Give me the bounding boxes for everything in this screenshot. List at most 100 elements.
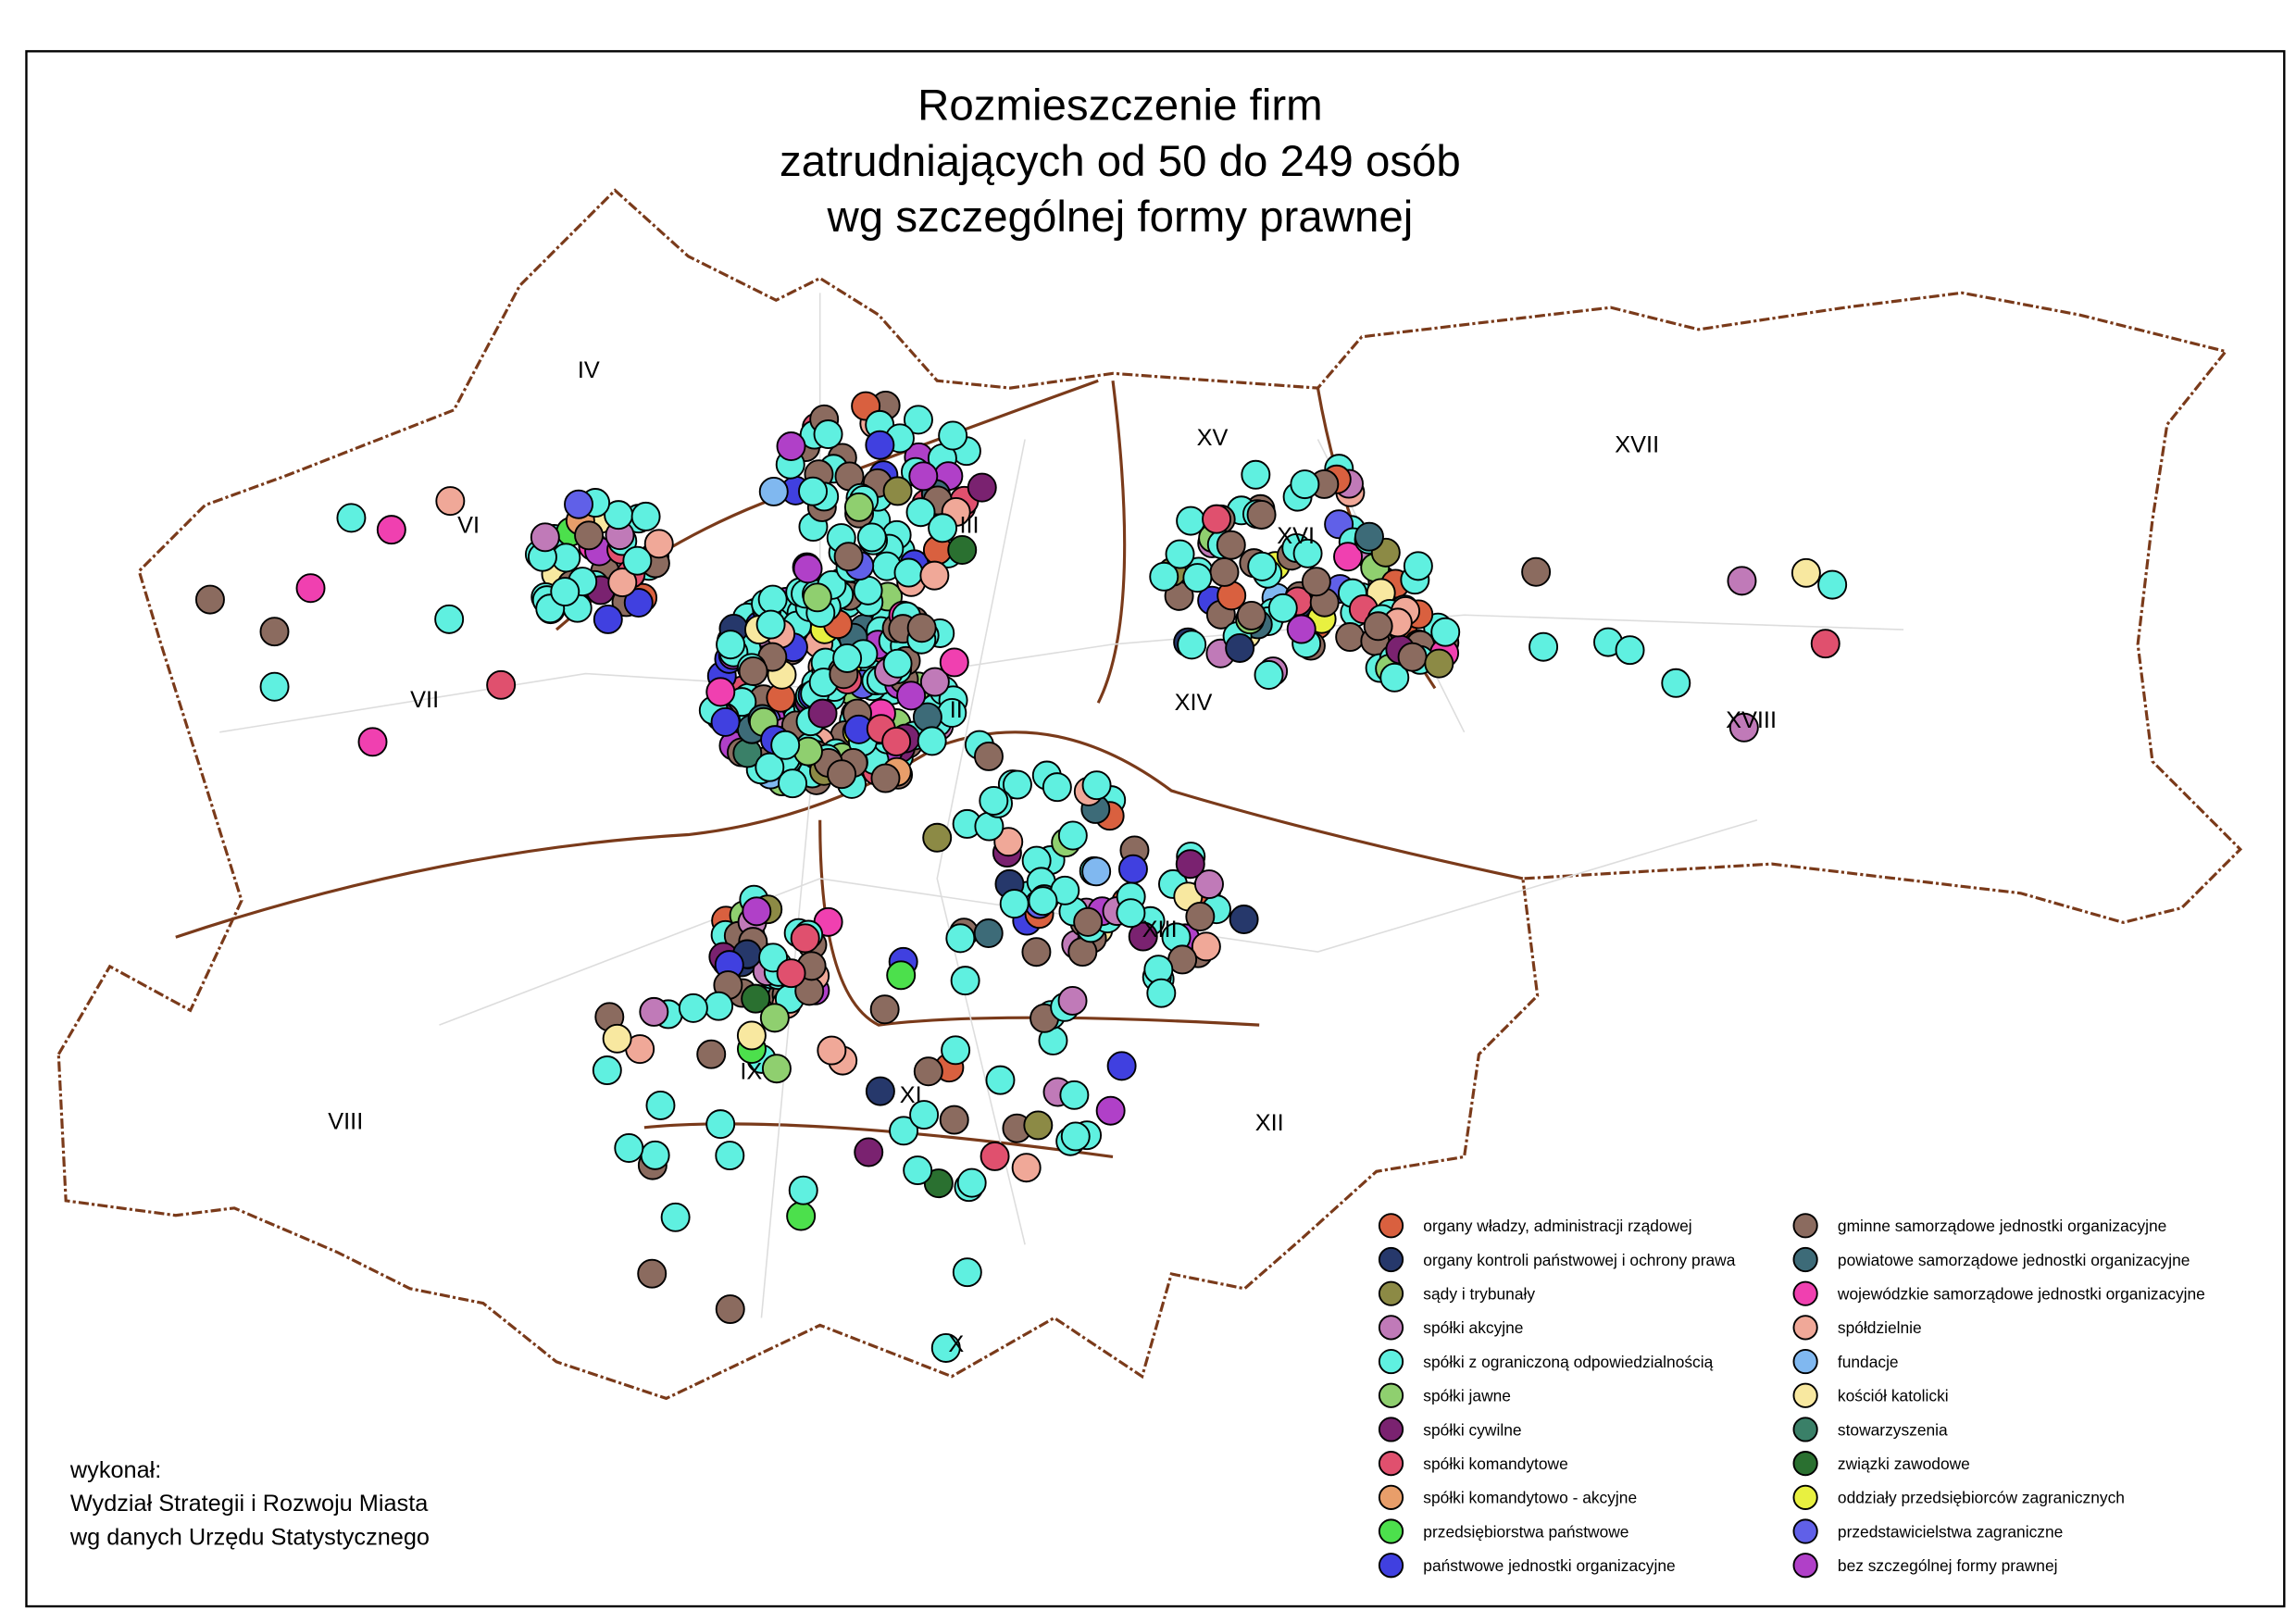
firm-dot [947, 535, 978, 565]
firm-dot [678, 993, 708, 1023]
firm-dot [574, 520, 605, 551]
firm-dot [602, 1023, 632, 1054]
firm-dot [903, 1155, 933, 1186]
firm-dot [939, 647, 969, 678]
firm-dot [1128, 921, 1158, 952]
firm-dot [776, 958, 806, 989]
legend-label: kościół katolicki [1838, 1387, 1949, 1405]
firm-dot [757, 584, 788, 615]
firm-dot [865, 430, 895, 460]
firm-dot [778, 768, 808, 799]
firm-dot [755, 609, 786, 640]
firm-dot [938, 420, 968, 451]
district-label: VII [410, 687, 439, 713]
firm-dots [194, 390, 1848, 1363]
firm-dot [637, 1258, 668, 1289]
firm-dot [1301, 567, 1331, 597]
firm-dot [993, 827, 1024, 857]
firm-dot [893, 557, 924, 588]
firm-dot [1042, 772, 1072, 803]
firm-dot [704, 991, 734, 1021]
firm-dot [1194, 869, 1224, 900]
firm-dot [645, 1091, 676, 1120]
firm-dot [952, 1257, 982, 1288]
firm-dot [1059, 1080, 1090, 1110]
firm-dot [776, 431, 806, 461]
firm-dot [1117, 854, 1148, 884]
firm-dot [295, 573, 326, 604]
legend-swatch [1792, 1382, 1818, 1408]
firm-dot [882, 648, 913, 679]
credit-line: Wydział Strategii i Rozwoju Miasta [70, 1491, 429, 1517]
firm-dot [1021, 937, 1052, 968]
firm-dot [923, 1168, 954, 1199]
firm-dot [1403, 551, 1433, 581]
firm-dot [1333, 542, 1363, 572]
firm-dot [843, 492, 874, 522]
firm-dot [786, 1201, 817, 1231]
legend-swatch [1792, 1280, 1818, 1306]
firm-dot [950, 966, 980, 996]
legend-swatch [1792, 1315, 1818, 1341]
firm-dot [1254, 660, 1284, 690]
firm-dot [1073, 906, 1104, 937]
firm-dot [376, 515, 406, 545]
map-content: Rozmieszczenie firm zatrudniających od 5… [25, 50, 2286, 1608]
firm-dot [1430, 617, 1461, 647]
legend-label: spółki akcyjne [1423, 1318, 1523, 1337]
legend-swatch [1378, 1315, 1404, 1341]
firm-dot [1817, 569, 1848, 600]
firm-dot [909, 1100, 940, 1130]
legend-label: spółdzielnie [1838, 1318, 1922, 1337]
firm-dot [945, 923, 976, 954]
firm-dot [881, 727, 912, 756]
firm-dot [1363, 611, 1393, 642]
title-line: zatrudniających od 50 do 249 osób [780, 137, 1461, 186]
firm-dot [913, 1056, 943, 1087]
firm-dot [623, 588, 654, 618]
district-label: VI [457, 513, 480, 539]
legend-label: wojewódzkie samorządowe jednostki organi… [1837, 1285, 2205, 1304]
firm-dot [696, 1039, 727, 1069]
legend-label: przedstawicielstwa zagraniczne [1838, 1522, 2063, 1541]
firm-dot [853, 575, 883, 606]
legend-label: oddziały przedsiębiorców zagranicznych [1838, 1489, 2125, 1507]
firm-dot [999, 889, 1029, 919]
district-label: XIII [1142, 917, 1178, 943]
title-line: wg szczególnej formy prawnej [827, 193, 1414, 242]
firm-dot [1247, 551, 1278, 581]
firm-dot [817, 1035, 847, 1066]
legend-swatch [1792, 1518, 1818, 1544]
firm-dot [833, 542, 864, 572]
legend-label: przedsiębiorstwa państwowe [1423, 1522, 1628, 1541]
firm-dot [1149, 561, 1179, 592]
legend-label: stowarzyszenia [1838, 1420, 1948, 1439]
firm-dot [1424, 648, 1454, 679]
firm-dot [336, 503, 367, 533]
firm-dot [550, 577, 580, 607]
firm-dot [614, 1133, 644, 1163]
firm-dot [865, 1076, 895, 1106]
firm-dot [1028, 886, 1058, 917]
firm-dot [827, 759, 857, 790]
firm-dot [889, 1116, 919, 1146]
firm-dot [788, 1175, 818, 1205]
firm-dot [1225, 633, 1255, 663]
firm-dot [1182, 563, 1213, 593]
firm-dot [530, 522, 560, 553]
firm-dot [1241, 459, 1271, 490]
firm-dot [1286, 614, 1316, 644]
district-label: XVI [1277, 523, 1315, 549]
firm-dot [259, 671, 290, 702]
legend-label: spółki komandytowe [1423, 1454, 1567, 1473]
legend-swatch [1792, 1246, 1818, 1273]
legend-swatch [1378, 1484, 1404, 1510]
firm-dot [790, 923, 820, 954]
firm-dot [1397, 642, 1428, 672]
firm-dot [973, 918, 1004, 948]
firm-dot [1116, 898, 1146, 929]
firm-dot [738, 656, 768, 686]
firm-dot [939, 1105, 969, 1135]
